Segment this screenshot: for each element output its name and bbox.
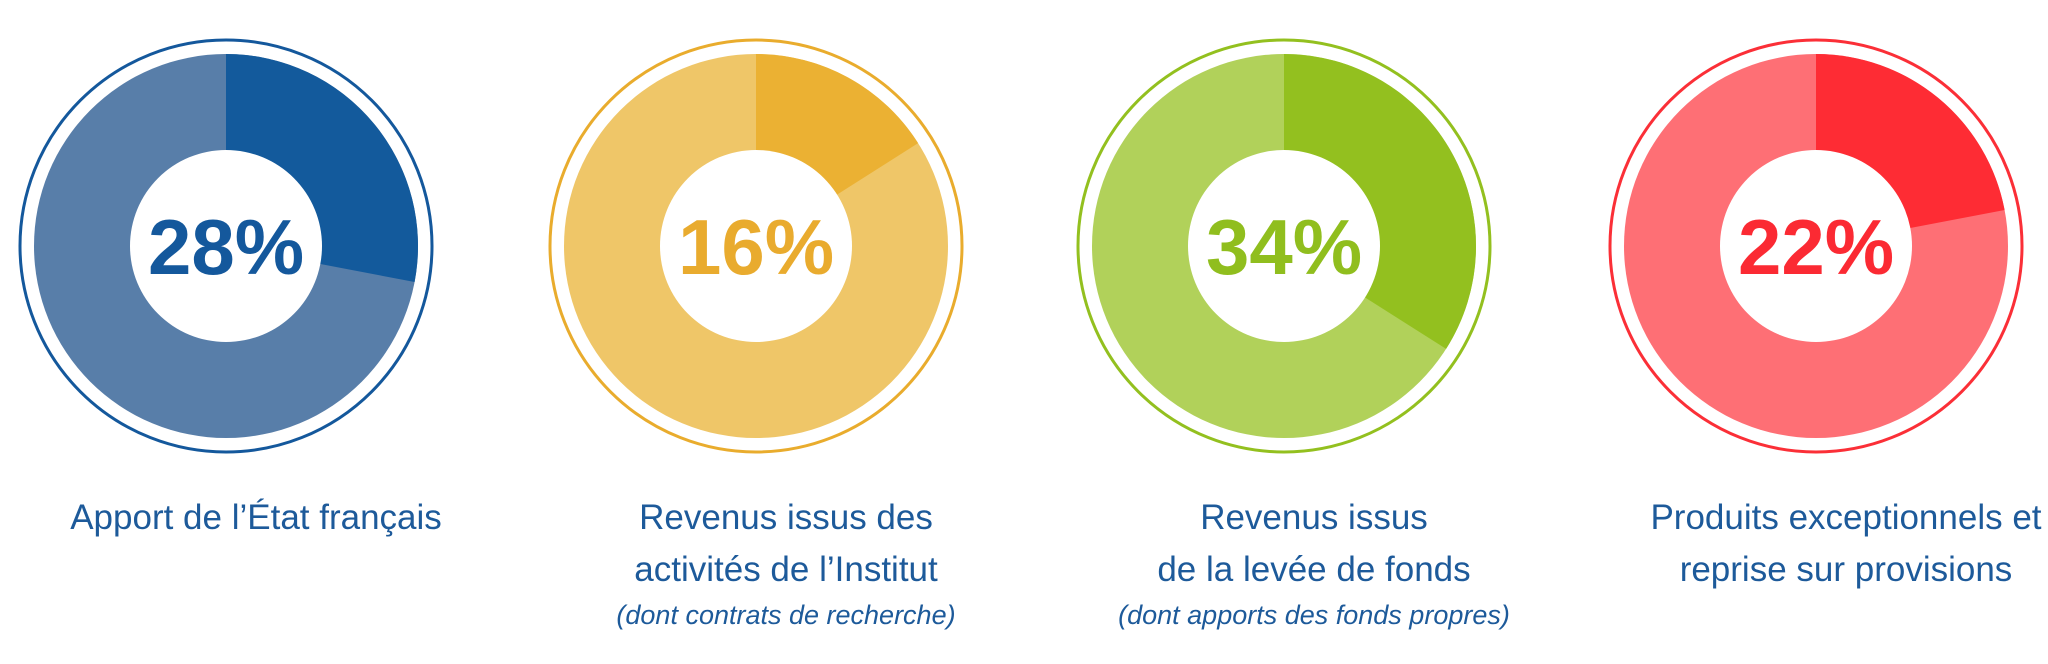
donut-chart-4: 22% Produits exceptionnels et reprise sur … [1590, 0, 2048, 664]
caption-line: reprise sur provisions [1679, 550, 2013, 589]
donut-chart-2: 16% Revenus issus des activités de l’Insti… [530, 0, 1042, 664]
outer-ring [548, 38, 964, 454]
outer-ring [1076, 38, 1492, 454]
chart-caption: Apport de l’État français [6, 492, 506, 544]
caption-line: Produits exceptionnels et [1650, 498, 2042, 537]
chart-caption: Produits exceptionnels et reprise sur pro… [1596, 492, 2048, 596]
percentage-label: 22% [1738, 203, 1894, 291]
percentage-label: 34% [1206, 203, 1362, 291]
caption-note: (dont apports des fonds propres) [1118, 600, 1510, 630]
donut-hole [1188, 150, 1380, 342]
percentage-label: 16% [678, 203, 834, 291]
donut-chart-1: 28% Apport de l’État français [0, 0, 512, 664]
chart-caption: Revenus issus de la levée de fonds (dont a… [1064, 492, 1564, 634]
caption-note: (dont contrats de recherche) [616, 600, 956, 630]
outer-ring [1608, 38, 2024, 454]
donut-hole [660, 150, 852, 342]
caption-line: Revenus issus [1200, 498, 1428, 537]
donut-svg: 16% [548, 38, 964, 454]
caption-line: de la levée de fonds [1157, 550, 1471, 589]
donut-svg: 22% [1608, 38, 2024, 454]
donut-hole [130, 150, 322, 342]
percentage-label: 28% [148, 203, 304, 291]
caption-line: activités de l’Institut [634, 550, 938, 589]
donut-svg: 34% [1076, 38, 1492, 454]
caption-line: Apport de l’État français [70, 498, 442, 537]
donut-hole [1720, 150, 1912, 342]
chart-caption: Revenus issus des activités de l’Institut… [536, 492, 1036, 634]
caption-line: Revenus issus des [639, 498, 933, 537]
donut-chart-3: 34% Revenus issus de la levée de fonds (don… [1058, 0, 1570, 664]
outer-ring [18, 38, 434, 454]
donut-svg: 28% [18, 38, 434, 454]
